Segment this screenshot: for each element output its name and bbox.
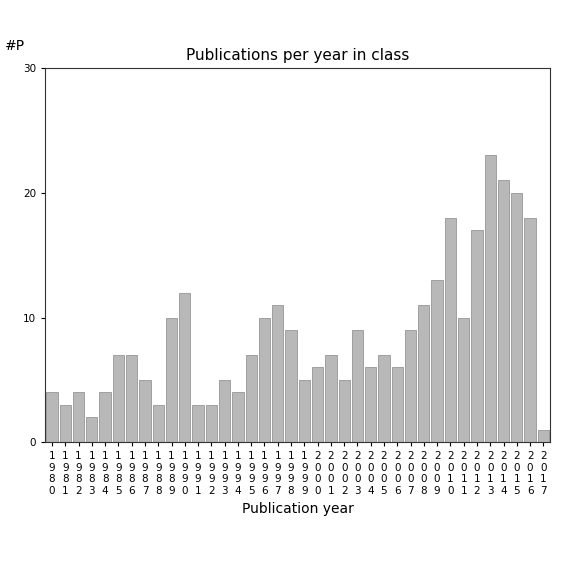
Bar <box>139 380 151 442</box>
Bar <box>219 380 230 442</box>
Bar <box>232 392 244 442</box>
Bar <box>246 355 257 442</box>
Bar <box>378 355 390 442</box>
Bar <box>458 318 469 442</box>
Bar <box>524 218 536 442</box>
Bar <box>325 355 337 442</box>
Bar <box>352 330 363 442</box>
Title: Publications per year in class: Publications per year in class <box>186 48 409 63</box>
Bar <box>538 430 549 442</box>
Bar <box>511 193 522 442</box>
Bar <box>153 405 164 442</box>
Bar <box>299 380 310 442</box>
Bar <box>46 392 58 442</box>
Bar <box>485 155 496 442</box>
Bar <box>431 280 443 442</box>
Text: #P: #P <box>5 39 25 53</box>
Bar <box>338 380 350 442</box>
Bar <box>73 392 84 442</box>
Bar <box>86 417 98 442</box>
X-axis label: Publication year: Publication year <box>242 502 354 515</box>
Bar <box>365 367 376 442</box>
Bar <box>60 405 71 442</box>
Bar <box>126 355 137 442</box>
Bar <box>405 330 416 442</box>
Bar <box>99 392 111 442</box>
Bar <box>166 318 177 442</box>
Bar <box>285 330 297 442</box>
Bar <box>312 367 323 442</box>
Bar <box>445 218 456 442</box>
Bar <box>392 367 403 442</box>
Bar <box>471 230 483 442</box>
Bar <box>272 305 284 442</box>
Bar <box>179 293 191 442</box>
Bar <box>259 318 270 442</box>
Bar <box>498 180 509 442</box>
Bar <box>192 405 204 442</box>
Bar <box>418 305 429 442</box>
Bar <box>113 355 124 442</box>
Bar <box>206 405 217 442</box>
